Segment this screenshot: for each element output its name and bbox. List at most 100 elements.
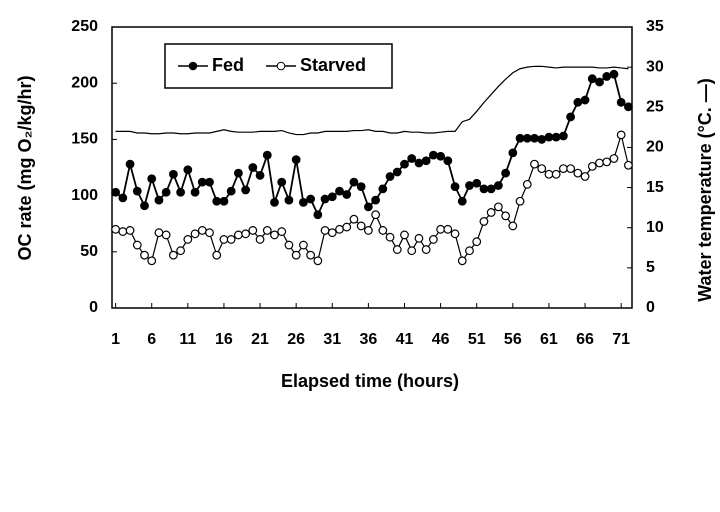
legend-marker bbox=[276, 61, 286, 71]
data-point bbox=[241, 185, 251, 195]
data-point bbox=[111, 224, 121, 234]
data-point bbox=[400, 230, 409, 240]
x-tick-label: 21 bbox=[251, 331, 269, 348]
data-point bbox=[190, 187, 200, 197]
y2-axis-label: Water temperature (°C. —) bbox=[695, 78, 715, 302]
data-point bbox=[436, 151, 446, 161]
data-point bbox=[183, 165, 193, 175]
data-point bbox=[262, 150, 272, 160]
x-tick-label: 66 bbox=[576, 331, 594, 348]
x-tick-label: 16 bbox=[215, 331, 233, 348]
data-point bbox=[421, 156, 431, 166]
data-point bbox=[457, 256, 467, 266]
x-tick-label: 41 bbox=[396, 331, 414, 348]
data-point bbox=[515, 133, 525, 143]
data-point bbox=[421, 245, 431, 254]
y2-tick-label: 15 bbox=[646, 179, 664, 196]
data-point bbox=[132, 240, 142, 250]
data-point bbox=[537, 134, 547, 144]
data-point bbox=[248, 163, 258, 172]
data-point bbox=[544, 132, 554, 142]
data-point bbox=[472, 237, 482, 247]
data-point bbox=[602, 72, 612, 81]
data-point bbox=[349, 177, 359, 187]
data-point bbox=[125, 159, 135, 169]
y-axis-label: OC rate (mg O₂/kg/hr) bbox=[15, 75, 35, 260]
data-point bbox=[291, 250, 301, 260]
data-point bbox=[414, 233, 424, 243]
data-point bbox=[580, 172, 590, 181]
data-point bbox=[508, 221, 518, 231]
data-point bbox=[298, 197, 308, 207]
y2-tick-label: 30 bbox=[646, 58, 664, 75]
data-point bbox=[486, 208, 496, 217]
data-point bbox=[363, 202, 373, 212]
data-point bbox=[277, 227, 287, 236]
data-point bbox=[428, 150, 438, 160]
data-point bbox=[140, 201, 149, 211]
data-point bbox=[176, 187, 186, 197]
data-point bbox=[457, 196, 467, 206]
data-point bbox=[284, 240, 294, 250]
legend-label: Starved bbox=[300, 55, 366, 75]
data-point bbox=[154, 195, 164, 205]
data-point bbox=[313, 256, 323, 266]
data-point bbox=[558, 131, 568, 141]
data-point bbox=[111, 187, 121, 197]
y2-tick-label: 5 bbox=[646, 259, 655, 276]
data-point bbox=[313, 210, 323, 220]
data-point bbox=[522, 179, 532, 189]
data-point bbox=[587, 161, 597, 171]
data-point bbox=[428, 235, 438, 244]
data-point bbox=[392, 245, 402, 254]
data-point bbox=[479, 217, 489, 226]
data-point bbox=[168, 169, 178, 179]
data-point bbox=[212, 250, 222, 260]
data-point bbox=[125, 226, 135, 235]
data-point bbox=[573, 168, 583, 178]
data-point bbox=[132, 186, 142, 196]
data-point bbox=[233, 168, 243, 178]
data-point bbox=[551, 169, 561, 179]
data-point bbox=[233, 230, 243, 240]
data-point bbox=[508, 148, 518, 158]
y2-tick-label: 25 bbox=[646, 99, 664, 116]
data-point bbox=[205, 228, 214, 238]
data-point bbox=[154, 228, 164, 238]
data-point bbox=[147, 256, 157, 266]
data-point bbox=[400, 159, 409, 169]
x-tick-label: 31 bbox=[323, 331, 341, 348]
data-point bbox=[277, 177, 287, 187]
data-point bbox=[385, 172, 395, 181]
data-point bbox=[515, 196, 525, 206]
data-point bbox=[530, 159, 539, 169]
data-point bbox=[465, 181, 474, 190]
x-tick-label: 26 bbox=[287, 331, 305, 348]
data-point bbox=[320, 194, 330, 204]
data-point bbox=[161, 230, 171, 240]
data-point bbox=[335, 224, 344, 234]
y2-tick-label: 20 bbox=[646, 139, 664, 156]
data-point bbox=[219, 196, 229, 206]
data-point bbox=[371, 195, 381, 205]
y2-tick-label: 10 bbox=[646, 219, 664, 236]
data-point bbox=[493, 181, 503, 190]
data-point bbox=[566, 112, 576, 122]
y-tick-label: 100 bbox=[71, 187, 98, 204]
data-point bbox=[147, 174, 157, 184]
data-point bbox=[212, 196, 222, 206]
data-point bbox=[270, 230, 279, 240]
y2-tick-label: 35 bbox=[646, 18, 664, 35]
x-tick-label: 6 bbox=[147, 331, 156, 348]
data-point bbox=[371, 210, 381, 220]
data-point bbox=[465, 246, 474, 256]
data-point bbox=[616, 97, 626, 107]
data-point bbox=[255, 170, 265, 180]
data-point bbox=[450, 182, 460, 192]
data-point bbox=[450, 229, 460, 239]
data-point bbox=[248, 226, 258, 235]
y-tick-label: 200 bbox=[71, 74, 98, 91]
data-point bbox=[327, 192, 337, 202]
data-point bbox=[118, 227, 128, 236]
data-point bbox=[443, 156, 453, 166]
